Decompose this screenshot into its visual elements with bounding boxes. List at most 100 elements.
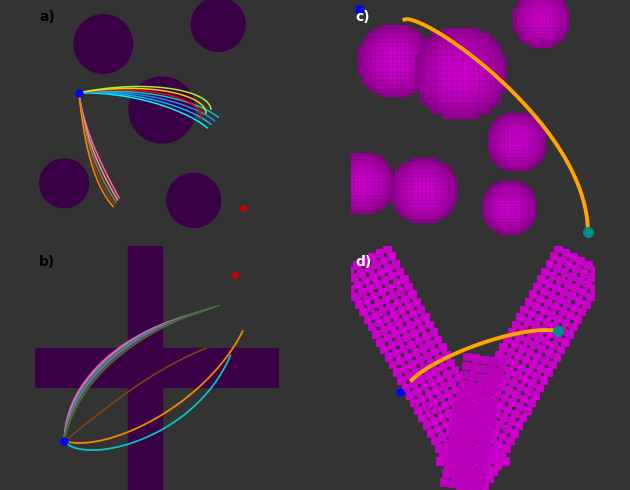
Bar <box>514 181 517 184</box>
Bar <box>536 28 540 31</box>
Bar <box>365 181 369 185</box>
Bar <box>488 147 491 150</box>
Bar <box>375 72 380 76</box>
Bar <box>490 454 498 463</box>
Bar <box>340 196 343 199</box>
Bar <box>559 5 563 8</box>
Bar <box>489 190 492 194</box>
Bar <box>450 366 459 375</box>
Bar <box>440 450 449 458</box>
Bar <box>489 196 492 200</box>
Bar <box>426 185 430 189</box>
Bar <box>501 213 505 216</box>
Bar <box>403 185 407 189</box>
Bar <box>522 147 525 150</box>
Bar <box>450 436 459 444</box>
Bar <box>496 98 501 103</box>
Bar <box>395 200 399 204</box>
Bar <box>418 72 422 76</box>
Bar <box>369 156 372 160</box>
Bar <box>386 174 390 178</box>
Bar <box>467 455 476 463</box>
Bar <box>410 85 414 89</box>
Bar <box>522 137 525 140</box>
Bar <box>529 140 532 144</box>
Bar <box>512 161 515 164</box>
Bar <box>449 196 453 200</box>
Bar <box>365 164 369 167</box>
Bar <box>501 87 507 92</box>
Bar <box>512 168 515 171</box>
Bar <box>463 114 469 119</box>
Bar <box>411 170 415 173</box>
Bar <box>343 206 347 210</box>
Bar <box>470 410 479 418</box>
Bar <box>536 140 539 144</box>
Bar <box>511 213 514 216</box>
Bar <box>397 38 401 42</box>
Bar <box>442 98 447 103</box>
Bar <box>380 76 384 80</box>
Bar <box>525 120 529 123</box>
Bar <box>508 120 512 123</box>
Bar <box>384 42 388 46</box>
Bar <box>410 399 418 407</box>
Bar <box>371 46 375 50</box>
Bar <box>469 92 474 98</box>
Bar <box>559 11 563 15</box>
Bar <box>386 303 394 312</box>
Bar <box>427 340 435 348</box>
Bar <box>398 376 406 385</box>
Bar <box>363 46 367 50</box>
Bar <box>485 375 494 384</box>
Bar <box>418 204 422 208</box>
Bar <box>449 397 457 406</box>
Bar <box>369 178 372 181</box>
Bar <box>395 170 399 173</box>
Bar <box>524 219 527 222</box>
Bar <box>474 81 479 87</box>
Bar <box>401 33 405 38</box>
Bar <box>523 1 527 5</box>
Bar <box>540 44 543 48</box>
Bar <box>384 80 388 85</box>
Bar <box>483 206 486 209</box>
Bar <box>410 76 414 80</box>
Bar <box>365 185 369 189</box>
Bar <box>367 63 371 68</box>
Bar <box>375 203 379 206</box>
Bar <box>452 65 458 71</box>
Bar <box>358 189 361 192</box>
Bar <box>418 170 422 173</box>
Bar <box>426 162 430 166</box>
Bar <box>527 329 536 338</box>
Bar <box>395 193 399 196</box>
Bar <box>442 177 445 181</box>
Bar <box>447 448 455 456</box>
Bar <box>536 38 540 41</box>
Bar <box>463 389 472 397</box>
Bar <box>508 123 512 126</box>
Bar <box>433 181 437 185</box>
Bar <box>350 153 354 156</box>
Bar <box>403 193 407 196</box>
Bar <box>501 140 505 144</box>
Bar <box>426 204 430 208</box>
Bar <box>469 114 474 119</box>
Bar <box>361 178 365 181</box>
Bar <box>358 206 361 210</box>
Bar <box>525 161 529 164</box>
Bar <box>520 225 524 228</box>
Bar <box>455 393 464 402</box>
Bar <box>495 200 498 203</box>
Bar <box>530 44 533 48</box>
Bar <box>452 405 461 414</box>
Bar <box>435 355 444 364</box>
Bar <box>483 203 486 206</box>
Bar <box>517 181 520 184</box>
Bar <box>501 133 505 137</box>
Bar <box>347 185 350 189</box>
Bar <box>582 300 590 309</box>
Bar <box>369 206 372 210</box>
Bar <box>497 382 506 391</box>
